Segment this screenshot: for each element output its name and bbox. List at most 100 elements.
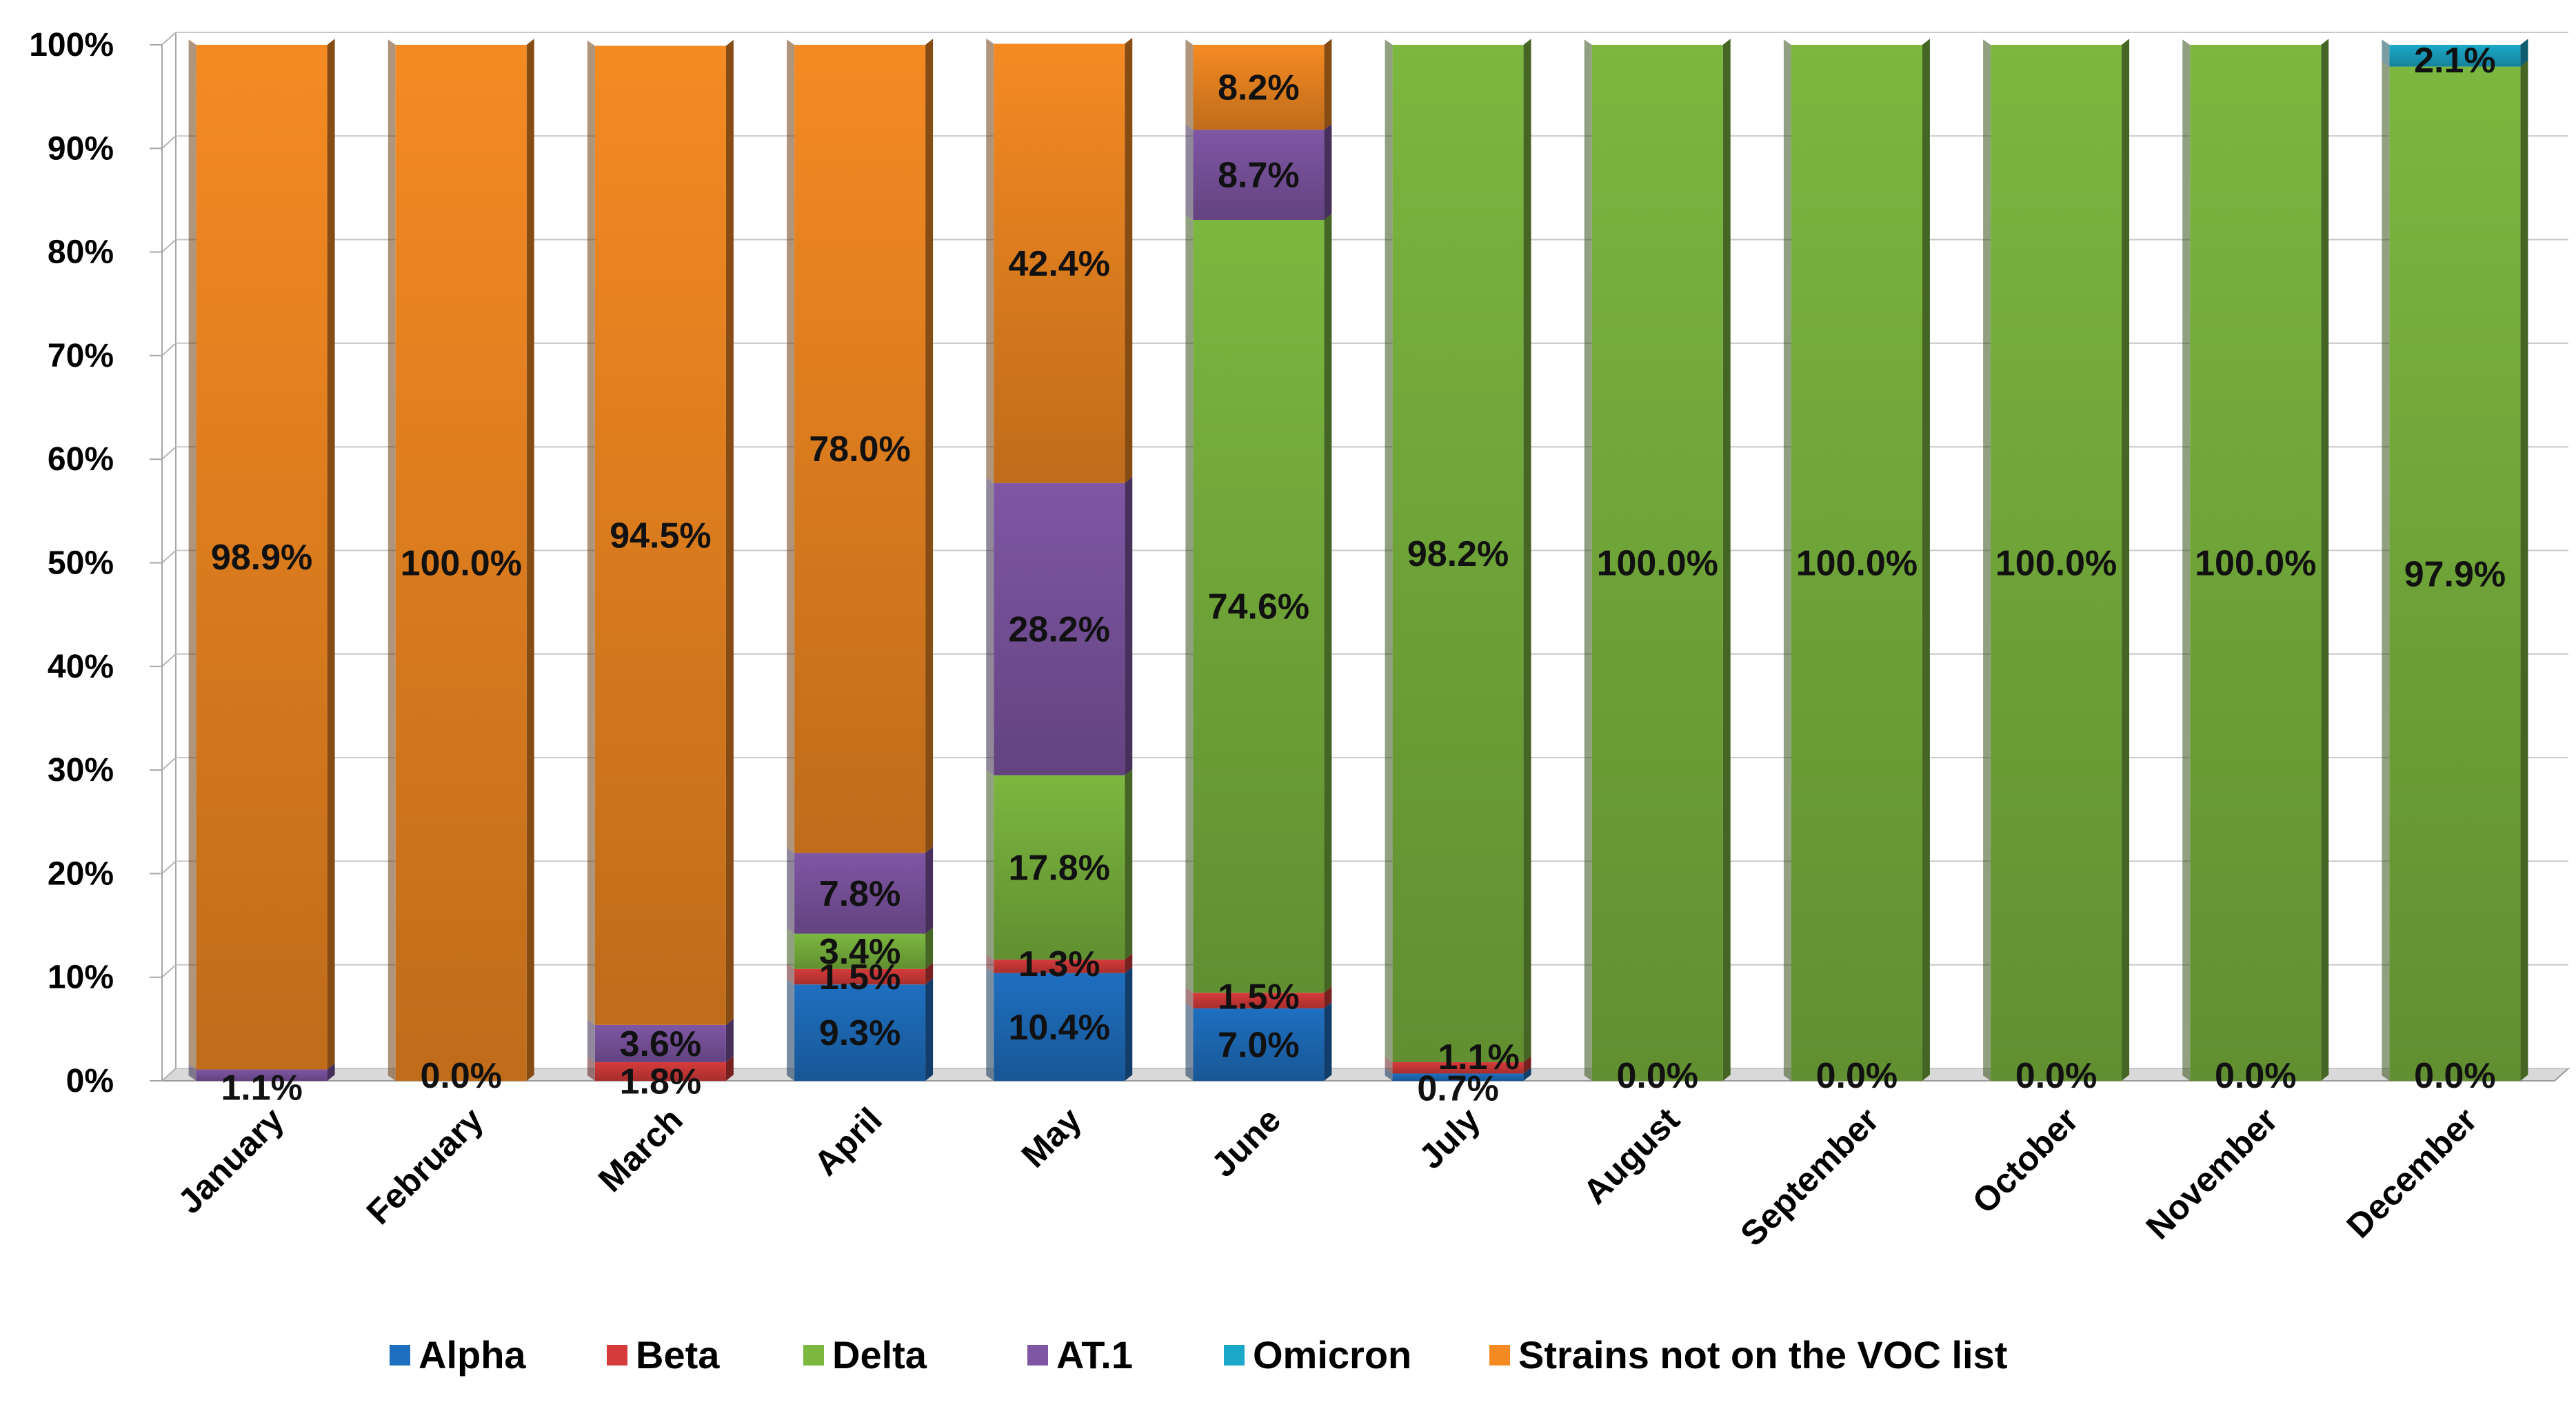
bar-side [2520,60,2528,1082]
bar-edge [986,38,994,483]
legend-label: AT.1 [1056,1333,1133,1377]
legend: Alpha Beta Delta AT.1 Omicron Strains not on … [390,1333,2007,1377]
grid-layer [160,32,2570,1082]
bar [1591,45,1723,1081]
legend-swatch [803,1345,824,1366]
bar-segment [787,846,934,934]
bar-side [1523,39,1531,1062]
y-tick-label: 70% [48,338,114,374]
bar [2389,45,2521,67]
bar-side [925,927,934,969]
x-tick-label: July [1411,1100,1487,1176]
x-tick-label: March [591,1100,690,1199]
bar-edge [986,967,994,1081]
data-label: 74.6% [1208,587,1309,627]
bar-edge [986,478,994,775]
bar-segment [2382,39,2528,67]
bar-segment [1185,1002,1332,1081]
bar [794,968,926,985]
x-tick-label: May [1014,1100,1089,1175]
legend-label: Strains not on the VOC list [1518,1333,2007,1377]
data-label: 97.9% [2404,554,2506,594]
bar [1392,1062,1524,1074]
data-label: 1.3% [1018,944,1100,984]
bar-edge [1584,39,1592,1081]
data-label: 7.8% [819,874,901,914]
legend-item: Beta [607,1333,720,1377]
bar-side [1324,214,1332,993]
bar [794,984,926,1081]
y-tick-label: 10% [48,960,114,996]
legend-item: Alpha [390,1333,526,1377]
bar-edge [986,769,994,960]
bar-edge [1385,1057,1393,1074]
bar [1193,993,1325,1008]
bar-segment [587,1056,734,1081]
bar-edge [1385,1068,1393,1081]
bar-side [1523,1056,1531,1074]
bar-segment [1185,214,1332,993]
bar [994,973,1125,1081]
bar-side [1722,39,1731,1082]
bar-side [725,1056,734,1081]
bar [994,960,1125,973]
bar-edge [787,963,795,985]
bar [1392,1073,1524,1081]
bar-segment [986,966,1133,1081]
data-label: 0.0% [1616,1056,1698,1096]
gridline-diag [161,238,177,253]
bar [994,43,1125,483]
bar-segment [787,39,934,853]
gridline-diag [161,32,177,45]
bar-edge [787,979,795,1081]
bar-edge [2182,39,2191,1081]
gridline-diag [161,343,177,356]
bar-segment [1185,39,1332,130]
bar-side [1125,966,1133,1081]
data-label: 100.0% [1597,544,1718,584]
y-tick-label: 90% [48,130,114,167]
x-tick-label: September [1733,1100,1886,1253]
bar-segment [787,978,934,1081]
x-axis-labels: January February March April May June July Augu… [170,1100,2484,1254]
x-tick-label: June [1204,1100,1288,1184]
bars-layer [188,37,2528,1082]
data-label: 0.7% [1417,1069,1499,1109]
bar-side [1324,986,1332,1008]
bar-side [2520,39,2528,67]
bar [594,1024,726,1062]
bar [994,775,1125,960]
bar-side [1324,39,1332,130]
data-label: 100.0% [1796,544,1918,584]
x-tick-label: October [1965,1100,2086,1221]
legend-swatch [1489,1345,1510,1366]
bar-side [925,846,934,934]
x-tick-label: August [1576,1100,1687,1212]
gridline-diag [161,135,177,150]
bar-edge [188,1064,197,1081]
bar-segment [587,1019,734,1062]
data-label: 0.0% [2015,1056,2097,1096]
bar-segment [388,39,534,1082]
bar [2190,45,2322,1081]
legend-label: Alpha [419,1333,526,1377]
data-label: 1.1% [1438,1037,1520,1077]
bar-segment [188,39,335,1070]
bar-segment [986,769,1133,960]
legend-swatch [607,1345,627,1366]
bar-edge [1983,39,1991,1081]
bar-edge [1185,39,1194,130]
bar-segment [1385,1056,1531,1074]
y-tick-label: 30% [48,752,114,789]
bar-segment [1385,1067,1531,1081]
data-label: 78.0% [809,429,910,469]
bar-segment [787,927,934,969]
bar-side [925,978,934,1081]
legend-swatch [1027,1345,1048,1366]
bar-side [327,39,335,1070]
bar-edge [1385,39,1393,1062]
data-label: 8.2% [1218,68,1300,108]
bar-side [925,962,934,985]
data-label: 0.0% [420,1056,502,1096]
data-labels-layer: 1.1% 98.9% 0.0% 100.0% 1.8%3.6% 94.5% 9.3% 1.5%… [211,41,2506,1109]
